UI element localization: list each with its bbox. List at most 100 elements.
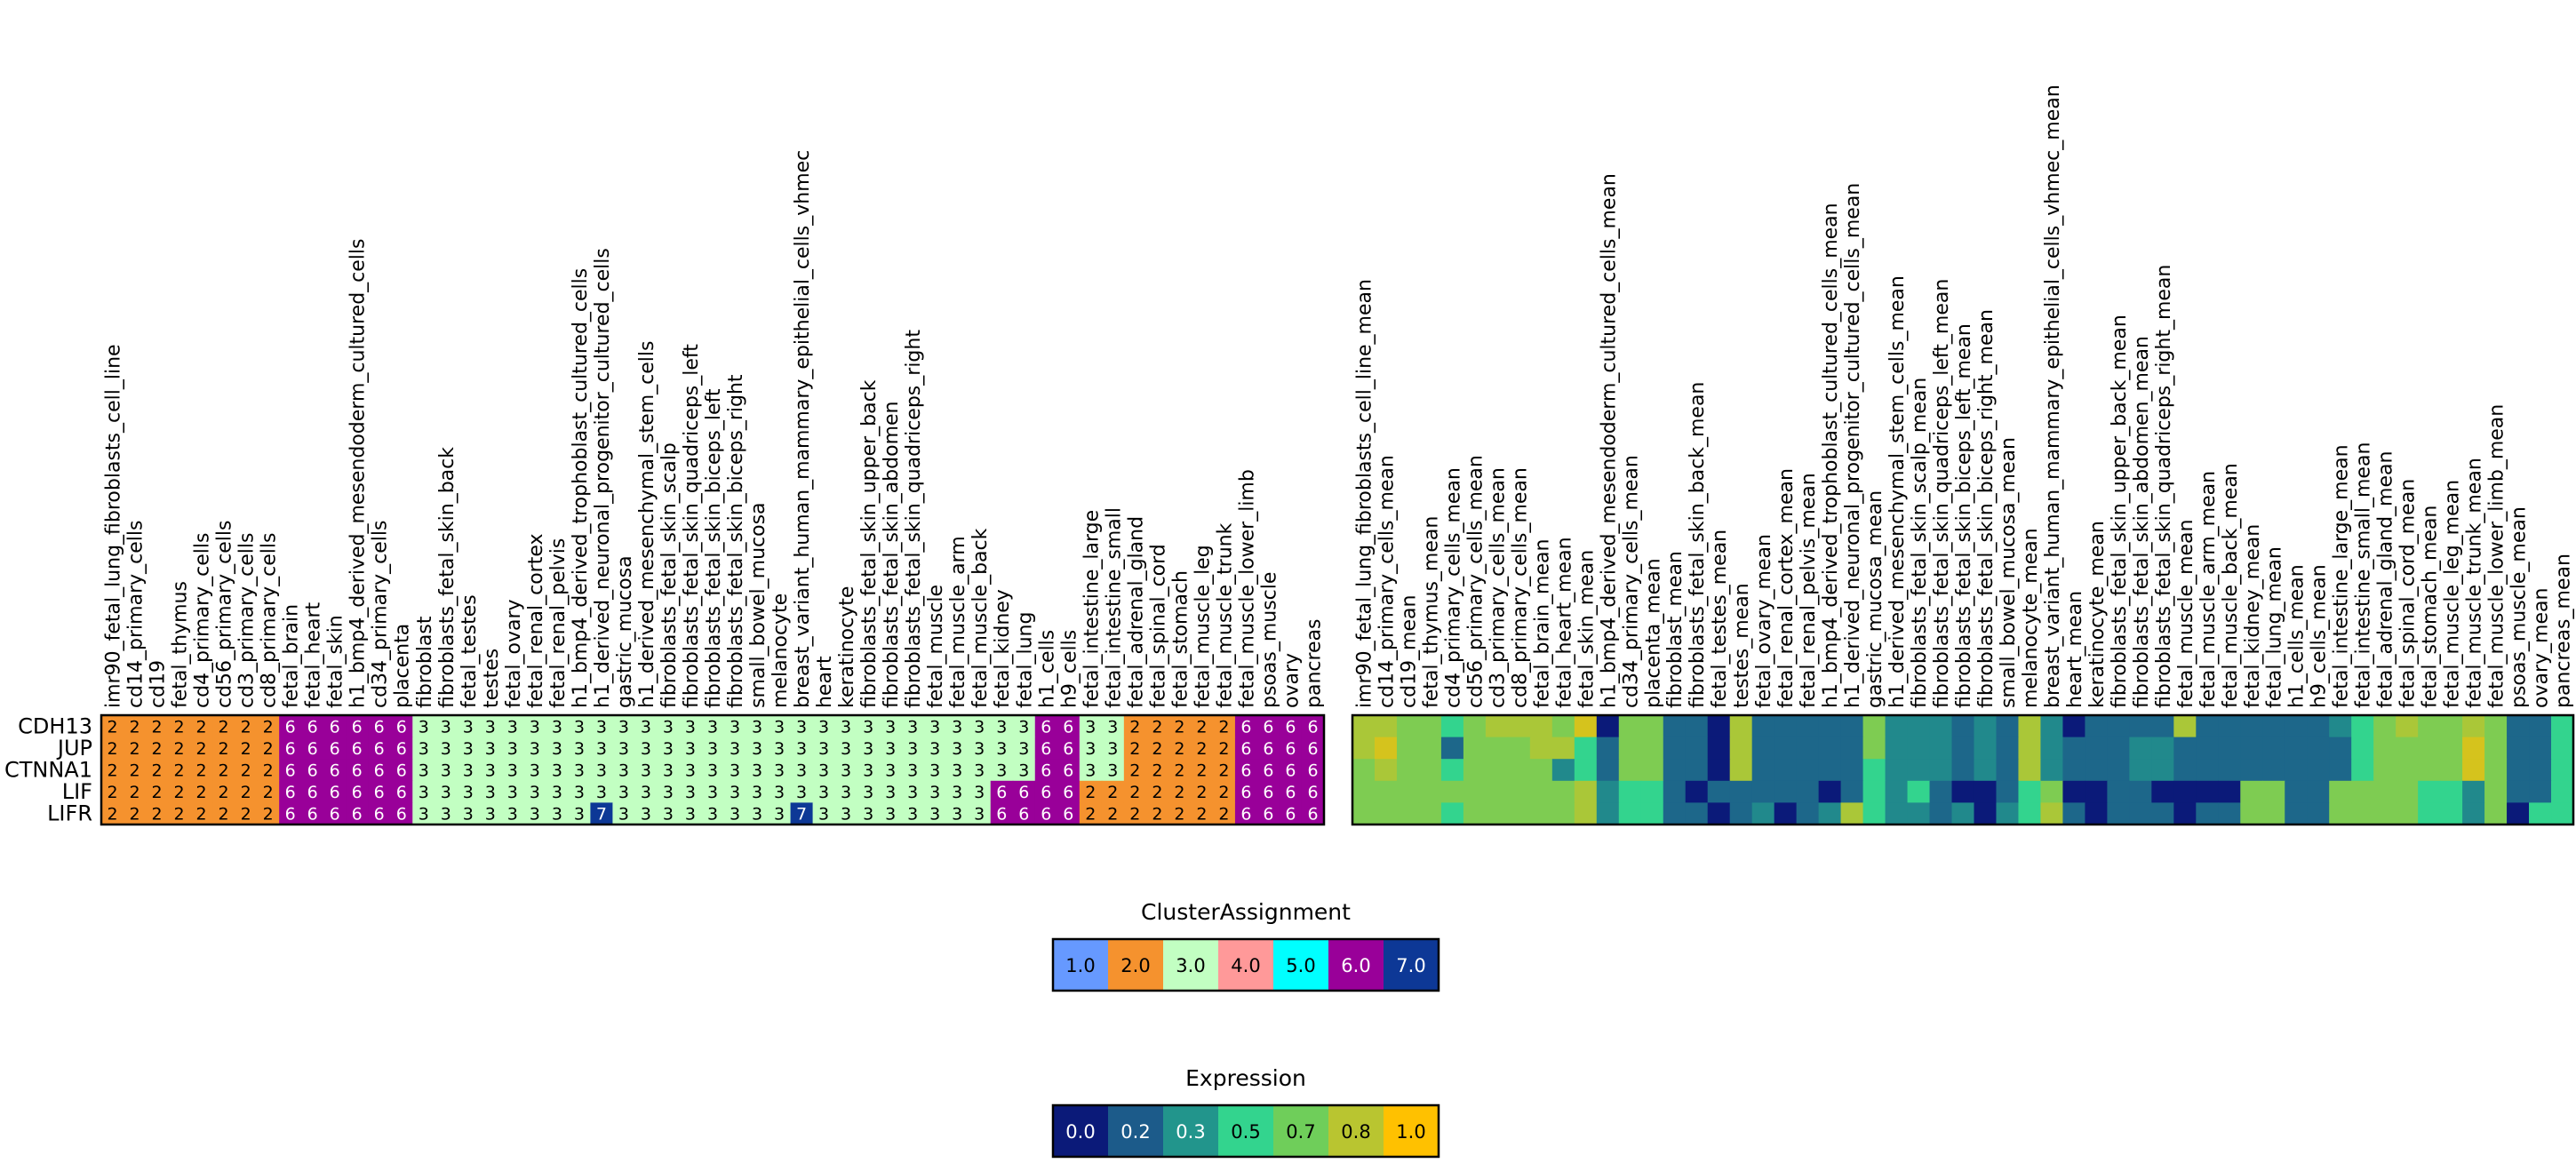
cell-value-label: 2 [196, 717, 207, 737]
cell-value-label: 2 [1129, 761, 1140, 781]
heatmap-cell [190, 759, 213, 782]
heatmap-cell [435, 715, 458, 738]
cell-value-label: 3 [818, 783, 829, 802]
heatmap-cell [2129, 759, 2152, 782]
heatmap-cell [1640, 780, 1664, 803]
column-label: fetal_skin [325, 615, 347, 708]
cell-value-label: 3 [752, 805, 762, 824]
heatmap-cell [1818, 737, 1842, 760]
column-label: fetal_ovary [503, 599, 525, 708]
heatmap-cell [1396, 737, 1420, 760]
heatmap-cell [1234, 759, 1258, 782]
heatmap-cell [568, 780, 591, 803]
heatmap-cell [901, 715, 925, 738]
cell-value-label: 3 [663, 783, 674, 802]
heatmap-cell [2462, 780, 2485, 803]
heatmap-cell [1707, 780, 1731, 803]
heatmap-cell [1885, 759, 1909, 782]
heatmap-cell [1596, 759, 1620, 782]
cell-value-label: 6 [352, 739, 363, 759]
cell-value-label: 6 [1063, 717, 1073, 737]
heatmap-cell [1057, 737, 1081, 760]
heatmap-cell [412, 802, 435, 825]
heatmap-cell [834, 802, 858, 825]
heatmap-cell [2396, 737, 2419, 760]
heatmap-cell [546, 780, 569, 803]
heatmap-cell [1907, 715, 1931, 738]
heatmap-cell [1974, 715, 1998, 738]
heatmap-cell [1034, 759, 1058, 782]
heatmap-cell [2307, 759, 2330, 782]
column-label: breast_variant_human_mammary_epithelial_… [2042, 84, 2064, 708]
cell-value-label: 6 [307, 739, 318, 759]
heatmap-cell [2085, 759, 2108, 782]
heatmap-cell [790, 737, 814, 760]
heatmap-cell [1079, 715, 1103, 738]
heatmap-cell [857, 759, 881, 782]
column-label: fibroblasts_fetal_skin_upper_back_mean [2109, 315, 2131, 708]
legend-swatch [1163, 1105, 1218, 1157]
heatmap-cell [2551, 737, 2574, 760]
heatmap-cell [501, 802, 524, 825]
cell-value-label: 3 [929, 783, 940, 802]
heatmap-cell [1418, 780, 1442, 803]
heatmap-cell [1729, 780, 1753, 803]
heatmap-cell [2151, 780, 2174, 803]
heatmap-cell [2285, 759, 2308, 782]
heatmap-cell [2107, 737, 2130, 760]
cell-value-label: 2 [1107, 783, 1118, 802]
cell-value-label: 3 [441, 739, 451, 759]
legend-swatch [1384, 1105, 1439, 1157]
cell-value-label: 3 [885, 717, 896, 737]
column-label: fetal_muscle_mean [2175, 520, 2197, 708]
heatmap-cell [1374, 737, 1398, 760]
heatmap-cell [1796, 802, 1820, 825]
cell-value-label: 2 [1152, 739, 1162, 759]
heatmap-cell [457, 802, 480, 825]
cell-value-label: 3 [574, 805, 585, 824]
cell-value-label: 2 [1129, 717, 1140, 737]
heatmap-cell [1818, 759, 1842, 782]
heatmap-cell [968, 759, 992, 782]
heatmap-cell [1618, 759, 1642, 782]
cell-value-label: 3 [441, 805, 451, 824]
cell-value-label: 3 [974, 805, 985, 824]
cell-value-label: 3 [685, 717, 696, 737]
heatmap-cell [2507, 759, 2530, 782]
cell-value-label: 6 [374, 783, 385, 802]
cell-value-label: 3 [618, 761, 629, 781]
column-label: fetal_muscle_lower_limb [1236, 469, 1258, 708]
cell-value-label: 6 [396, 717, 407, 737]
column-label: fetal_stomach [1169, 570, 1192, 708]
cell-value-label: 3 [974, 761, 985, 781]
heatmap-cell [412, 715, 435, 738]
heatmap-cell [2396, 715, 2419, 738]
heatmap-cell [390, 780, 413, 803]
heatmap-cell [1440, 715, 1464, 738]
heatmap-cell [2129, 737, 2152, 760]
heatmap-cell [857, 715, 881, 738]
heatmap-cell [323, 759, 347, 782]
column-label: cd14_primary_cells [125, 521, 148, 708]
cell-value-label: 3 [596, 717, 607, 737]
heatmap-cell [612, 715, 636, 738]
heatmap-cell [2462, 802, 2485, 825]
heatmap-cell [168, 759, 191, 782]
cell-value-label: 3 [419, 783, 429, 802]
cell-value-label: 3 [530, 739, 540, 759]
heatmap-cell [568, 715, 591, 738]
heatmap-cell [990, 780, 1014, 803]
cell-value-label: 3 [929, 805, 940, 824]
cell-value-label: 6 [1063, 783, 1073, 802]
row-label: LIF [62, 779, 92, 804]
heatmap-cell [1034, 780, 1058, 803]
cell-value-label: 3 [752, 717, 762, 737]
heatmap-cell [168, 780, 191, 803]
heatmap-cell [2218, 737, 2241, 760]
cell-value-label: 3 [841, 761, 851, 781]
heatmap-cell [1663, 802, 1687, 825]
column-label: fetal_stomach_mean [2420, 506, 2442, 708]
cell-value-label: 3 [1018, 739, 1029, 759]
heatmap-cell [1168, 715, 1192, 738]
cell-value-label: 2 [1174, 805, 1184, 824]
